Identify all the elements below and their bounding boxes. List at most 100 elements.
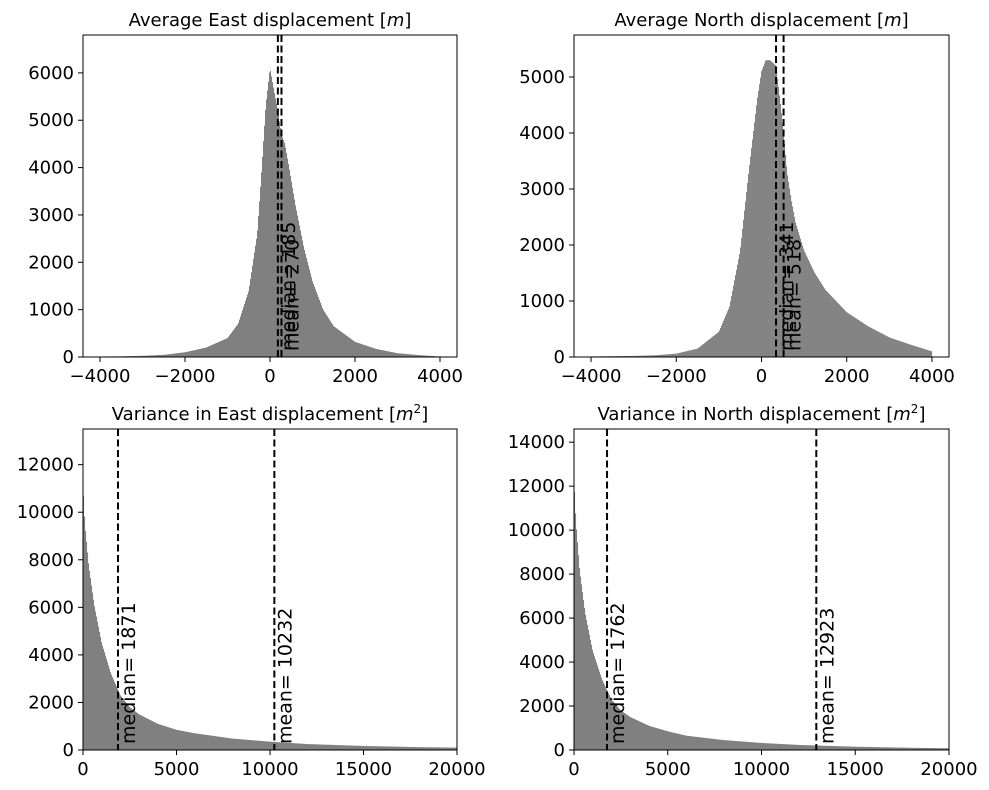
histogram-bar [865,746,867,750]
histogram-bar [665,354,667,357]
histogram-bar [399,353,401,357]
histogram-bar [254,740,256,750]
histogram-bar [453,747,455,750]
histogram-bar [791,744,793,750]
histogram-bar [221,340,223,357]
histogram-bar [633,718,635,750]
histogram-bar [689,350,691,357]
histogram-bar [257,230,259,357]
histogram-bar [651,726,653,750]
histogram-bar [792,206,794,357]
y-tick-label: 2000 [28,252,74,273]
histogram-bar [584,607,586,750]
histogram-bar [195,349,197,357]
histogram-bar [789,188,791,357]
histogram-bar [208,346,210,357]
histogram-bar [137,355,139,357]
histogram-bar [756,742,758,750]
histogram-bar [924,349,926,357]
histogram-bar [109,668,111,750]
histogram-bar [266,741,268,750]
histogram-bar [258,215,260,357]
histogram-bar [620,709,622,750]
histogram-bar [902,747,904,750]
histogram-bar [383,350,385,357]
histogram-bar [878,331,880,357]
x-tick-label: 5000 [645,759,691,780]
histogram-bar [91,585,93,750]
histogram-bar [801,242,803,357]
histogram-bar [833,298,835,357]
histogram-bar [160,724,162,750]
histogram-bar [424,355,426,357]
histogram-bar [624,355,626,357]
histogram-bar [161,725,163,750]
histogram-bar [837,746,839,750]
histogram-bar [331,744,333,750]
histogram-bar [141,355,143,357]
histogram-bar [669,354,671,357]
histogram-bar [734,740,736,750]
histogram-bar [838,303,840,357]
histogram-bar [923,348,925,357]
histogram-bar [921,747,923,750]
y-tick-label: 0 [63,347,74,368]
histogram-bar [147,355,149,357]
histogram-bar [942,748,944,750]
histogram-bar [638,720,640,750]
histogram-bar [866,325,868,357]
histogram-bar [277,742,279,750]
histogram-bar [114,681,116,750]
histogram-bar [678,353,680,357]
histogram-bar [887,336,889,357]
histogram-bar [389,351,391,357]
x-tick-label: −4000 [70,366,131,387]
histogram-bar [284,742,286,750]
histogram-bar [349,745,351,750]
histogram-bar [825,289,827,357]
histogram-bar [754,742,756,750]
histogram-bar [686,351,688,357]
histogram-bar [338,329,340,357]
histogram-bar [704,343,706,357]
histogram-bar [644,723,646,750]
histogram-bar [437,747,439,750]
histogram-bar [843,308,845,357]
histogram-bar [684,351,686,357]
histogram-bar [360,343,362,357]
histogram-bar [920,347,922,357]
histogram-bar [274,93,276,357]
histogram-bar [336,328,338,357]
histogram-bar [272,82,274,357]
histogram-bar [680,352,682,357]
histogram-bar [224,339,226,357]
histogram-bar [800,238,802,357]
histogram-bar [674,732,676,750]
histogram-bar [895,339,897,357]
histogram-bar [334,326,336,357]
histogram-bar [276,742,278,750]
histogram-bar [698,737,700,750]
histogram-bar [654,727,656,750]
histogram-bar [256,238,258,357]
histogram-bar [828,745,830,750]
histogram-bar [229,738,231,750]
histogram-bar [396,353,398,357]
histogram-bar [309,744,311,750]
histogram-bar [244,303,246,357]
histogram-bar [643,355,645,357]
histogram-bar [807,257,809,357]
histogram-bar [420,355,422,357]
histogram-bar [736,269,738,357]
histogram-bar [311,277,313,357]
histogram-bar [347,745,349,750]
histogram-bar [157,723,159,750]
histogram-bar [409,354,411,357]
histogram-bar [824,745,826,750]
histogram-bar [673,353,675,357]
histogram-bar [745,201,747,357]
histogram-bar [226,737,228,750]
histogram-bar [196,349,198,357]
histogram-bar [309,269,311,357]
histogram-bar [250,740,252,750]
